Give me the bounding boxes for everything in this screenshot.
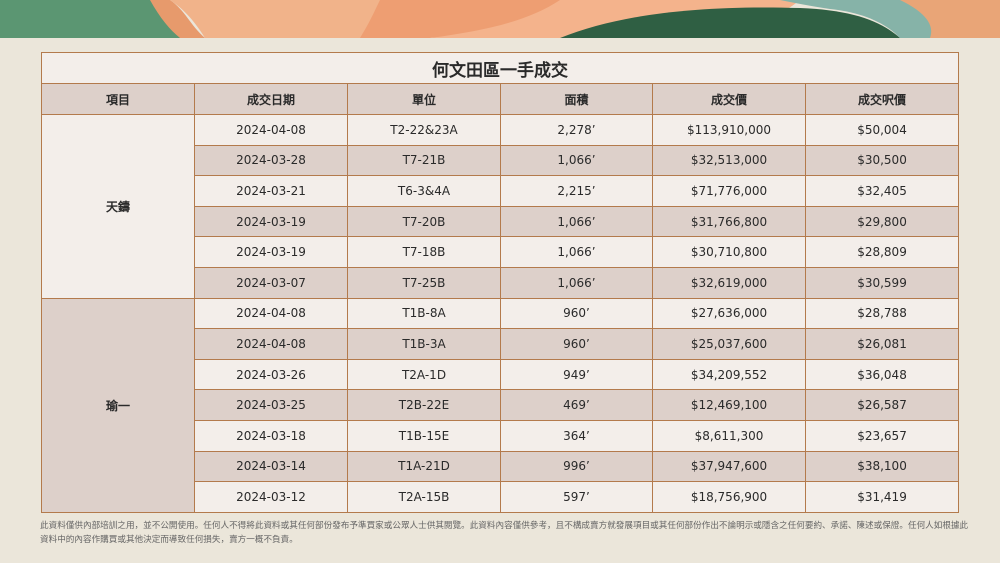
date-cell: 2024-03-19 — [194, 205, 348, 238]
decorative-banner — [0, 0, 1000, 38]
area-cell: 1,066’ — [500, 205, 653, 238]
price-cell: $25,037,600 — [652, 328, 806, 360]
price-cell: $71,776,000 — [652, 175, 806, 207]
table-row: 2024-03-21 T6-3&4A 2,215’ $71,776,000 $32,40… — [42, 175, 960, 207]
column-header-date: 成交日期 — [194, 83, 348, 115]
date-cell: 2024-03-07 — [194, 266, 348, 299]
area-cell: 469’ — [500, 389, 653, 421]
column-header-area: 面積 — [500, 83, 653, 115]
date-cell: 2024-03-25 — [194, 389, 348, 421]
date-cell: 2024-03-21 — [194, 175, 348, 207]
area-cell: 597’ — [500, 481, 653, 513]
price-per-sqft-cell: $31,419 — [804, 481, 960, 513]
unit-cell: T2A-15B — [347, 481, 501, 513]
table-row: 2024-04-08 T1B-3A 960’ $25,037,600 $26,081 — [42, 328, 960, 360]
price-per-sqft-cell: $26,587 — [804, 389, 960, 421]
date-cell: 2024-04-08 — [194, 328, 348, 360]
price-cell: $30,710,800 — [652, 236, 806, 268]
date-cell: 2024-03-12 — [194, 481, 348, 513]
area-cell: 2,215’ — [500, 175, 653, 207]
price-per-sqft-cell: $26,081 — [804, 328, 960, 360]
unit-cell: T6-3&4A — [347, 175, 501, 207]
price-per-sqft-cell: $30,500 — [804, 144, 960, 177]
unit-cell: T2-22&23A — [347, 114, 501, 146]
unit-cell: T1B-3A — [347, 328, 501, 360]
unit-cell: T2A-1D — [347, 358, 501, 391]
price-per-sqft-cell: $38,100 — [804, 450, 960, 483]
unit-cell: T7-21B — [347, 144, 501, 177]
price-per-sqft-cell: $29,800 — [804, 205, 960, 238]
column-header-price-per-sqft: 成交呎價 — [804, 83, 960, 115]
price-per-sqft-cell: $28,788 — [804, 297, 960, 330]
area-cell: 1,066’ — [500, 144, 653, 177]
table-row: 天鑄 2024-04-08 T2-22&23A 2,278’ $113,910,000 $… — [41, 114, 960, 299]
unit-cell: T7-25B — [347, 266, 501, 299]
date-cell: 2024-04-08 — [194, 114, 348, 146]
price-cell: $113,910,000 — [652, 114, 806, 146]
area-cell: 960’ — [500, 328, 653, 360]
price-cell: $37,947,600 — [652, 450, 806, 483]
date-cell: 2024-03-28 — [194, 144, 348, 177]
table-row: 2024-03-25 T2B-22E 469’ $12,469,100 $26,587 — [42, 389, 960, 421]
date-cell: 2024-04-08 — [194, 297, 348, 330]
area-cell: 960’ — [500, 297, 653, 330]
area-cell: 996’ — [500, 450, 653, 483]
column-header-unit: 單位 — [347, 83, 501, 115]
date-cell: 2024-03-26 — [194, 358, 348, 391]
table-row: 2024-03-26 T2A-1D 949’ $34,209,552 $36,048 — [42, 358, 960, 391]
area-cell: 1,066’ — [500, 236, 653, 268]
unit-cell: T2B-22E — [347, 389, 501, 421]
unit-cell: T1B-15E — [347, 419, 501, 452]
date-cell: 2024-03-18 — [194, 419, 348, 452]
date-cell: 2024-03-19 — [194, 236, 348, 268]
price-per-sqft-cell: $23,657 — [804, 419, 960, 452]
column-header-project: 項目 — [41, 83, 195, 115]
price-cell: $34,209,552 — [652, 358, 806, 391]
area-cell: 1,066’ — [500, 266, 653, 299]
price-per-sqft-cell: $36,048 — [804, 358, 960, 391]
project-name-cell: 天鑄 — [41, 114, 195, 299]
price-per-sqft-cell: $50,004 — [804, 114, 960, 146]
area-cell: 949’ — [500, 358, 653, 391]
price-cell: $32,513,000 — [652, 144, 806, 177]
price-cell: $27,636,000 — [652, 297, 806, 330]
transactions-table: 何文田區一手成交 項目 成交日期 單位 面積 成交價 成交呎價 天鑄 2024-0… — [40, 52, 960, 513]
disclaimer-footnote: 此資料僅供內部培訓之用，並不公開使用。任何人不得將此資料或其任何部份發布予準買家… — [40, 521, 969, 545]
price-per-sqft-cell: $32,405 — [804, 175, 960, 207]
project-name-cell: 瑜一 — [41, 297, 195, 513]
column-header-price: 成交價 — [652, 83, 806, 115]
price-cell: $18,756,900 — [652, 481, 806, 513]
price-cell: $31,766,800 — [652, 205, 806, 238]
table-body: 天鑄 2024-04-08 T2-22&23A 2,278’ $113,910,000 $… — [41, 114, 960, 513]
price-per-sqft-cell: $30,599 — [804, 266, 960, 299]
price-cell: $8,611,300 — [652, 419, 806, 452]
transactions-table-container: 何文田區一手成交 項目 成交日期 單位 面積 成交價 成交呎價 天鑄 2024-0… — [40, 52, 960, 513]
table-row: 2024-03-18 T1B-15E 364’ $8,611,300 $23,657 — [42, 419, 960, 452]
date-cell: 2024-03-14 — [194, 450, 348, 483]
unit-cell: T7-18B — [347, 236, 501, 268]
table-row: 瑜一 2024-04-08 T1B-8A 960’ $27,636,000 $28,788 — [41, 297, 960, 513]
table-row: 2024-03-07 T7-25B 1,066’ $32,619,000 $30,599 — [42, 266, 960, 299]
table-row: 2024-03-28 T7-21B 1,066’ $32,513,000 $30,500 — [42, 144, 960, 177]
table-row: 2024-03-14 T1A-21D 996’ $37,947,600 $38,100 — [42, 450, 960, 483]
price-cell: $12,469,100 — [652, 389, 806, 421]
unit-cell: T1A-21D — [347, 450, 501, 483]
price-per-sqft-cell: $28,809 — [804, 236, 960, 268]
area-cell: 2,278’ — [500, 114, 653, 146]
unit-cell: T1B-8A — [347, 297, 501, 330]
table-title: 何文田區一手成交 — [40, 52, 960, 84]
area-cell: 364’ — [500, 419, 653, 452]
table-row: 2024-03-19 T7-20B 1,066’ $31,766,800 $29,800 — [42, 205, 960, 238]
price-cell: $32,619,000 — [652, 266, 806, 299]
header-row: 項目 成交日期 單位 面積 成交價 成交呎價 — [41, 83, 960, 115]
table-row: 2024-03-12 T2A-15B 597’ $18,756,900 $31,419 — [42, 481, 960, 513]
unit-cell: T7-20B — [347, 205, 501, 238]
